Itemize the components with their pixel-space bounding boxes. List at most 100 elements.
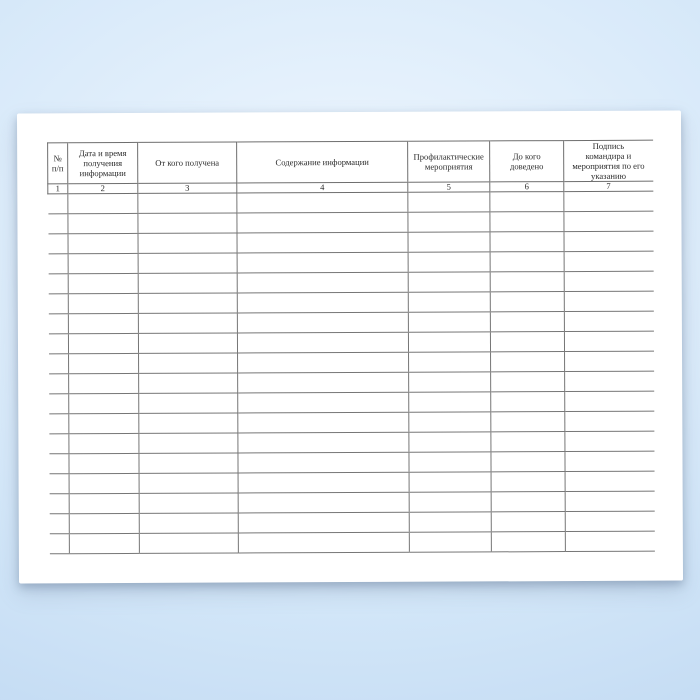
- empty-cell: [563, 231, 654, 252]
- empty-cell: [408, 411, 491, 433]
- empty-cell: [68, 253, 139, 274]
- empty-cell: [138, 292, 238, 314]
- empty-cell: [68, 413, 139, 434]
- empty-row: [49, 511, 655, 534]
- empty-cell: [238, 492, 410, 513]
- empty-cell: [69, 473, 140, 494]
- empty-cell: [67, 213, 139, 234]
- empty-cell: [139, 492, 239, 514]
- empty-cell: [48, 453, 70, 474]
- empty-cell: [407, 211, 490, 233]
- empty-cell: [139, 512, 239, 534]
- empty-cell: [48, 313, 69, 334]
- empty-cell: [490, 271, 565, 292]
- empty-cell: [490, 431, 565, 452]
- empty-cell: [490, 311, 565, 332]
- empty-cell: [490, 451, 566, 472]
- empty-cell: [69, 533, 140, 554]
- empty-cell: [237, 392, 409, 413]
- column-number: 1: [47, 183, 68, 194]
- empty-cell: [237, 312, 409, 333]
- empty-cell: [138, 332, 238, 354]
- empty-cell: [407, 191, 490, 213]
- empty-cell: [139, 532, 239, 554]
- empty-cell: [48, 433, 69, 454]
- empty-cell: [69, 493, 140, 514]
- journal-table-header: № п/п Дата и время получения информации …: [47, 140, 653, 194]
- empty-cell: [49, 513, 70, 534]
- empty-cell: [48, 413, 69, 434]
- empty-cell: [408, 431, 491, 453]
- empty-cell: [564, 291, 654, 312]
- empty-row: [48, 431, 654, 454]
- empty-cell: [490, 411, 565, 432]
- column-header-date-time-received: Дата и время получения информации: [67, 142, 138, 184]
- empty-cell: [48, 353, 69, 374]
- empty-cell: [138, 392, 238, 414]
- empty-cell: [491, 531, 566, 552]
- empty-row: [48, 271, 654, 294]
- empty-cell: [408, 291, 491, 313]
- empty-cell: [68, 313, 139, 334]
- empty-cell: [408, 391, 491, 413]
- empty-cell: [564, 271, 654, 292]
- empty-cell: [49, 473, 70, 494]
- column-header-commander-signature: Подпись командира и мероприятия по его у…: [563, 140, 653, 182]
- empty-cell: [237, 232, 409, 253]
- empty-cell: [139, 472, 239, 494]
- empty-cell: [564, 371, 654, 392]
- empty-cell: [137, 192, 237, 214]
- empty-cell: [49, 493, 70, 514]
- empty-cell: [47, 213, 69, 234]
- empty-cell: [564, 351, 654, 372]
- column-header-received-from: От кого получена: [137, 141, 237, 184]
- column-number: 3: [137, 182, 237, 194]
- journal-table-body: [47, 191, 655, 554]
- empty-cell: [69, 513, 140, 534]
- empty-cell: [409, 471, 492, 493]
- empty-cell: [138, 412, 238, 434]
- empty-cell: [48, 373, 69, 394]
- empty-cell: [238, 472, 410, 493]
- empty-cell: [564, 431, 654, 452]
- empty-cell: [138, 272, 238, 294]
- column-number: 5: [407, 181, 490, 193]
- empty-row: [48, 451, 655, 474]
- journal-table: № п/п Дата и время получения информации …: [47, 140, 655, 555]
- empty-cell: [138, 312, 238, 334]
- empty-cell: [237, 452, 410, 473]
- empty-cell: [236, 212, 408, 233]
- empty-cell: [138, 452, 239, 474]
- empty-cell: [490, 291, 565, 312]
- empty-cell: [238, 512, 410, 533]
- column-number: 6: [489, 181, 564, 192]
- empty-cell: [237, 412, 409, 433]
- empty-cell: [563, 211, 653, 232]
- empty-cell: [138, 372, 238, 394]
- column-header-information-content: Содержание информации: [236, 141, 408, 183]
- empty-cell: [409, 491, 492, 513]
- column-header-row-number: № п/п: [47, 142, 68, 184]
- column-header-reported-to: До кого доведено: [489, 140, 564, 182]
- empty-cell: [407, 231, 491, 253]
- empty-row: [48, 291, 654, 314]
- empty-cell: [490, 251, 565, 272]
- empty-cell: [237, 272, 409, 293]
- empty-cell: [68, 433, 139, 454]
- empty-cell: [68, 293, 139, 314]
- empty-cell: [491, 491, 566, 512]
- empty-cell: [48, 273, 69, 294]
- empty-cell: [565, 471, 655, 492]
- empty-cell: [237, 352, 409, 373]
- empty-row: [47, 191, 653, 214]
- empty-cell: [565, 531, 655, 552]
- empty-cell: [48, 393, 69, 414]
- empty-row: [48, 311, 654, 334]
- empty-cell: [408, 451, 492, 473]
- empty-cell: [68, 393, 139, 414]
- empty-cell: [48, 233, 69, 254]
- empty-cell: [47, 193, 68, 214]
- empty-cell: [68, 273, 139, 294]
- column-number: 2: [67, 183, 138, 194]
